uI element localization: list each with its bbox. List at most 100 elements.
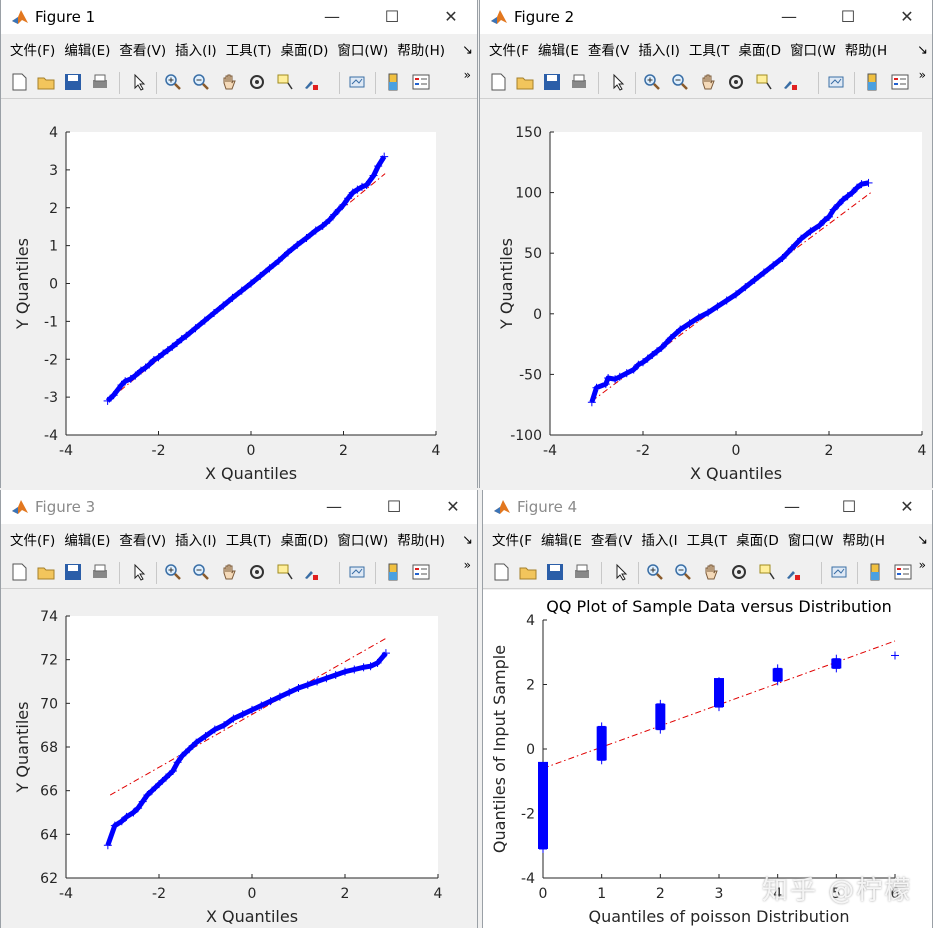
open-folder-icon[interactable] (36, 72, 56, 92)
close-button[interactable]: ✕ (900, 7, 914, 26)
menu-item[interactable]: 工具(T) (225, 43, 272, 59)
menu-item[interactable]: 查看(V (587, 43, 630, 59)
figure-window-1[interactable]: Figure 1 — ☐ ✕ 文件(F) 编辑(E) 查看(V) 插入(I) 工具(T)… (0, 0, 478, 488)
menu-item[interactable]: 桌面(D) (280, 43, 329, 59)
zoom-in-icon[interactable] (645, 562, 665, 582)
menu-item[interactable]: 编辑(E) (64, 533, 111, 549)
qq-plot[interactable]: -4 -2 0 2 4 -100 -50 0 50 100 150 X Quantiles Y Quan… (480, 100, 932, 488)
menu-overflow-icon[interactable]: ↘ (462, 533, 473, 548)
menu-item[interactable]: 插入(I) (175, 533, 217, 549)
colorbar-icon[interactable] (383, 72, 403, 92)
pointer-icon[interactable] (608, 72, 628, 92)
zoom-out-icon[interactable] (673, 562, 693, 582)
menu-item[interactable]: 帮助(H) (397, 43, 445, 59)
save-icon[interactable] (63, 72, 83, 92)
menu-item[interactable]: 插入(I) (638, 43, 680, 59)
data-cursor-icon[interactable] (754, 72, 774, 92)
colorbar-icon[interactable] (862, 72, 882, 92)
menu-overflow-icon[interactable]: ↘ (917, 43, 928, 58)
save-icon[interactable] (545, 562, 565, 582)
new-file-icon[interactable] (9, 72, 29, 92)
menu-item[interactable]: 工具(T (688, 43, 730, 59)
legend-icon[interactable] (890, 72, 910, 92)
brush-icon[interactable] (301, 562, 321, 582)
qq-plot[interactable]: 0 1 2 3 4 5 6 -4 -2 0 2 4 QQ Plot of Sample Data ver… (483, 590, 932, 928)
pan-hand-icon[interactable] (698, 72, 718, 92)
legend-icon[interactable] (411, 562, 431, 582)
menu-item[interactable]: 查看(V) (119, 533, 167, 549)
figure-window-4[interactable]: Figure 4 — ☐ ✕ 文件(F 编辑(E 查看(V 插入(I 工具(T 桌面(D 窗… (482, 490, 933, 928)
close-button[interactable]: ✕ (900, 497, 914, 516)
qq-plot[interactable]: -4 -2 0 2 4 -4 -3 -2 -1 0 1 2 3 4 X Quantiles Y Quantil… (1, 100, 477, 488)
pointer-icon[interactable] (611, 562, 631, 582)
new-file-icon[interactable] (488, 72, 508, 92)
menu-item[interactable]: 窗口(W) (337, 533, 389, 549)
minimize-button[interactable]: — (326, 497, 342, 516)
maximize-button[interactable]: ☐ (384, 7, 400, 26)
open-folder-icon[interactable] (36, 562, 56, 582)
rotate-3d-icon[interactable] (247, 562, 267, 582)
menu-item[interactable]: 工具(T (686, 533, 728, 549)
minimize-button[interactable]: — (324, 7, 340, 26)
close-button[interactable]: ✕ (444, 7, 458, 26)
menu-overflow-icon[interactable]: ↘ (462, 43, 473, 58)
menu-item[interactable]: 工具(T) (225, 533, 272, 549)
menu-item[interactable]: 桌面(D (736, 533, 779, 549)
menu-item[interactable]: 插入(I (641, 533, 678, 549)
zoom-in-icon[interactable] (163, 72, 183, 92)
new-file-icon[interactable] (491, 562, 511, 582)
rotate-3d-icon[interactable] (729, 562, 749, 582)
brush-icon[interactable] (780, 72, 800, 92)
close-button[interactable]: ✕ (446, 497, 460, 516)
menu-item[interactable]: 查看(V (590, 533, 633, 549)
link-plot-icon[interactable] (826, 72, 846, 92)
toolbar-overflow-icon[interactable]: » (918, 558, 926, 572)
print-icon[interactable] (572, 562, 592, 582)
menu-item[interactable]: 帮助(H (842, 533, 885, 549)
brush-icon[interactable] (783, 562, 803, 582)
pointer-icon[interactable] (129, 562, 149, 582)
figure-window-3[interactable]: Figure 3 — ☐ ✕ 文件(F) 编辑(E) 查看(V) 插入(I) 工具(T)… (0, 490, 478, 928)
legend-icon[interactable] (893, 562, 913, 582)
print-icon[interactable] (90, 562, 110, 582)
menu-item[interactable]: 窗口(W) (337, 43, 389, 59)
maximize-button[interactable]: ☐ (840, 7, 856, 26)
save-icon[interactable] (542, 72, 562, 92)
colorbar-icon[interactable] (383, 562, 403, 582)
brush-icon[interactable] (301, 72, 321, 92)
figure-window-2[interactable]: Figure 2 — ☐ ✕ 文件(F 编辑(E 查看(V 插入(I) 工具(T 桌面(D… (479, 0, 933, 488)
title-bar[interactable]: Figure 3 — ☐ ✕ (1, 490, 477, 524)
qq-plot[interactable]: -4 -2 0 2 4 62 64 66 68 70 72 74 X Quantiles Y Quanti… (1, 590, 477, 928)
menu-item[interactable]: 文件(F (489, 43, 530, 59)
open-folder-icon[interactable] (518, 562, 538, 582)
link-plot-icon[interactable] (347, 72, 367, 92)
minimize-button[interactable]: — (781, 7, 797, 26)
data-cursor-icon[interactable] (757, 562, 777, 582)
save-icon[interactable] (63, 562, 83, 582)
menu-item[interactable]: 文件(F) (10, 533, 56, 549)
print-icon[interactable] (569, 72, 589, 92)
menu-item[interactable]: 文件(F (492, 533, 533, 549)
title-bar[interactable]: Figure 1 — ☐ ✕ (1, 0, 477, 34)
print-icon[interactable] (90, 72, 110, 92)
menu-item[interactable]: 桌面(D (738, 43, 782, 59)
menu-item[interactable]: 编辑(E) (64, 43, 111, 59)
menu-item[interactable]: 窗口(W (790, 43, 836, 59)
open-folder-icon[interactable] (515, 72, 535, 92)
new-file-icon[interactable] (9, 562, 29, 582)
pan-hand-icon[interactable] (701, 562, 721, 582)
menu-item[interactable]: 桌面(D) (280, 533, 329, 549)
zoom-out-icon[interactable] (670, 72, 690, 92)
pointer-icon[interactable] (129, 72, 149, 92)
toolbar-overflow-icon[interactable]: » (918, 68, 926, 82)
zoom-in-icon[interactable] (163, 562, 183, 582)
rotate-3d-icon[interactable] (726, 72, 746, 92)
menu-item[interactable]: 查看(V) (119, 43, 167, 59)
title-bar[interactable]: Figure 4 — ☐ ✕ (483, 490, 932, 524)
menu-item[interactable]: 文件(F) (10, 43, 56, 59)
rotate-3d-icon[interactable] (247, 72, 267, 92)
maximize-button[interactable]: ☐ (841, 497, 857, 516)
pan-hand-icon[interactable] (219, 562, 239, 582)
menu-item[interactable]: 插入(I) (175, 43, 217, 59)
menu-item[interactable]: 窗口(W (787, 533, 834, 549)
